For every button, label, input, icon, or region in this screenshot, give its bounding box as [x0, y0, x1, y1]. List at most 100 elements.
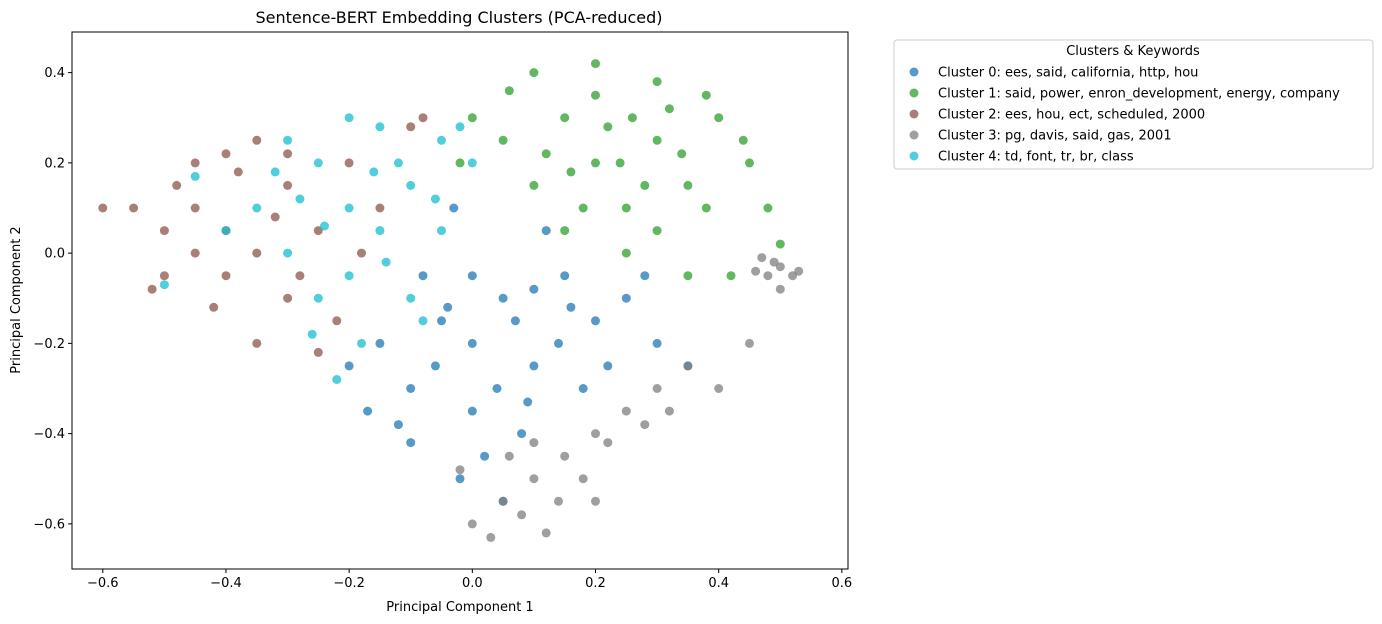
y-tick-label: −0.2: [33, 337, 65, 352]
point-cluster-2-11: [252, 135, 262, 145]
point-cluster-0-23: [467, 271, 477, 281]
legend-label-cluster-1: Cluster 1: said, power, enron_developmen…: [938, 87, 1340, 102]
point-cluster-4-16: [295, 194, 305, 204]
legend-label-cluster-2: Cluster 2: ees, hou, ect, scheduled, 200…: [938, 108, 1205, 123]
point-cluster-2-23: [252, 338, 262, 348]
point-cluster-3-9: [683, 361, 693, 371]
point-cluster-1-11: [560, 226, 570, 236]
point-cluster-3-17: [751, 266, 761, 276]
point-cluster-2-5: [221, 271, 231, 281]
point-cluster-4-22: [159, 280, 169, 290]
point-cluster-1-33: [615, 158, 625, 168]
legend-title: Clusters & Keywords: [1066, 44, 1200, 59]
x-axis-title: Principal Component 1: [386, 600, 533, 615]
point-cluster-1-21: [726, 271, 736, 281]
point-cluster-4-6: [437, 135, 446, 145]
point-cluster-0-13: [344, 361, 354, 371]
point-cluster-2-25: [357, 248, 366, 258]
legend-label-cluster-4: Cluster 4: td, font, tr, br, class: [938, 150, 1134, 165]
point-cluster-1-6: [591, 90, 600, 100]
chart-title: Sentence-BERT Embedding Clusters (PCA-re…: [255, 8, 662, 27]
point-cluster-1-32: [566, 167, 576, 177]
point-cluster-1-1: [621, 203, 631, 213]
point-cluster-2-20: [332, 316, 342, 326]
x-tick-label: −0.4: [210, 576, 242, 591]
point-cluster-2-21: [406, 122, 416, 132]
point-cluster-2-16: [295, 271, 305, 281]
x-tick-label: 0.0: [462, 576, 483, 591]
point-cluster-0-20: [510, 316, 520, 326]
point-cluster-0-16: [480, 451, 490, 461]
point-cluster-0-7: [375, 338, 385, 348]
point-cluster-4-2: [375, 226, 385, 236]
legend: Clusters & Keywords Cluster 0: ees, said…: [893, 39, 1374, 170]
point-cluster-2-6: [129, 203, 139, 213]
point-cluster-4-4: [406, 180, 416, 190]
point-cluster-4-12: [344, 113, 354, 123]
point-cluster-3-24: [591, 496, 600, 506]
point-cluster-1-8: [714, 113, 724, 123]
point-cluster-4-29: [455, 122, 465, 132]
legend-box: [893, 39, 1374, 170]
point-cluster-4-28: [307, 329, 317, 339]
point-cluster-1-12: [683, 271, 693, 281]
point-cluster-1-24: [640, 180, 650, 190]
point-cluster-4-10: [406, 293, 416, 303]
point-cluster-0-34: [443, 302, 453, 312]
point-cluster-4-14: [357, 338, 366, 348]
point-cluster-2-13: [209, 302, 219, 312]
point-cluster-4-26: [381, 257, 391, 267]
point-cluster-1-0: [591, 158, 600, 168]
point-cluster-3-0: [529, 474, 539, 484]
point-cluster-3-19: [769, 257, 779, 267]
legend-label-cluster-3: Cluster 3: pg, davis, said, gas, 2001: [938, 129, 1172, 144]
point-cluster-1-31: [677, 149, 687, 159]
point-cluster-2-26: [418, 113, 428, 123]
point-cluster-1-34: [701, 203, 711, 213]
points-layer: [98, 59, 804, 542]
point-cluster-0-30: [363, 406, 373, 416]
point-cluster-1-25: [664, 104, 674, 114]
point-cluster-0-21: [430, 361, 440, 371]
point-cluster-1-29: [504, 86, 514, 96]
point-cluster-0-1: [498, 293, 508, 303]
x-tick-label: −0.6: [87, 576, 119, 591]
x-tick-label: 0.6: [831, 576, 852, 591]
point-cluster-1-18: [455, 158, 465, 168]
legend-marker-cluster-3: [909, 130, 919, 140]
point-cluster-0-10: [418, 271, 428, 281]
point-cluster-2-8: [283, 293, 293, 303]
point-cluster-2-9: [313, 226, 323, 236]
point-cluster-3-12: [455, 465, 465, 475]
point-cluster-2-12: [159, 271, 169, 281]
point-cluster-3-25: [775, 284, 785, 294]
point-cluster-3-27: [794, 266, 804, 276]
point-cluster-0-4: [406, 384, 416, 393]
point-cluster-1-2: [560, 113, 570, 123]
point-cluster-1-26: [578, 203, 588, 213]
point-cluster-1-22: [603, 122, 613, 132]
point-cluster-1-19: [763, 203, 773, 213]
point-cluster-0-14: [652, 338, 662, 348]
point-cluster-1-27: [775, 239, 785, 249]
point-cluster-4-3: [283, 248, 293, 258]
point-cluster-3-11: [603, 438, 613, 448]
y-tick-label: 0.2: [44, 156, 65, 171]
x-tick-label: 0.2: [585, 576, 606, 591]
point-cluster-2-3: [159, 226, 169, 236]
point-cluster-1-23: [541, 149, 551, 159]
point-cluster-3-15: [763, 271, 773, 281]
point-cluster-1-30: [627, 113, 637, 123]
point-cluster-4-7: [313, 293, 323, 303]
point-cluster-1-16: [652, 77, 662, 87]
point-cluster-3-28: [664, 406, 674, 416]
point-cluster-2-14: [375, 203, 385, 213]
point-cluster-3-2: [560, 451, 570, 461]
point-cluster-0-12: [621, 293, 631, 303]
point-cluster-0-32: [523, 397, 533, 407]
point-cluster-1-15: [591, 59, 600, 69]
point-cluster-1-5: [683, 180, 693, 190]
x-tick-label: −0.2: [333, 576, 365, 591]
point-cluster-3-16: [775, 262, 785, 272]
